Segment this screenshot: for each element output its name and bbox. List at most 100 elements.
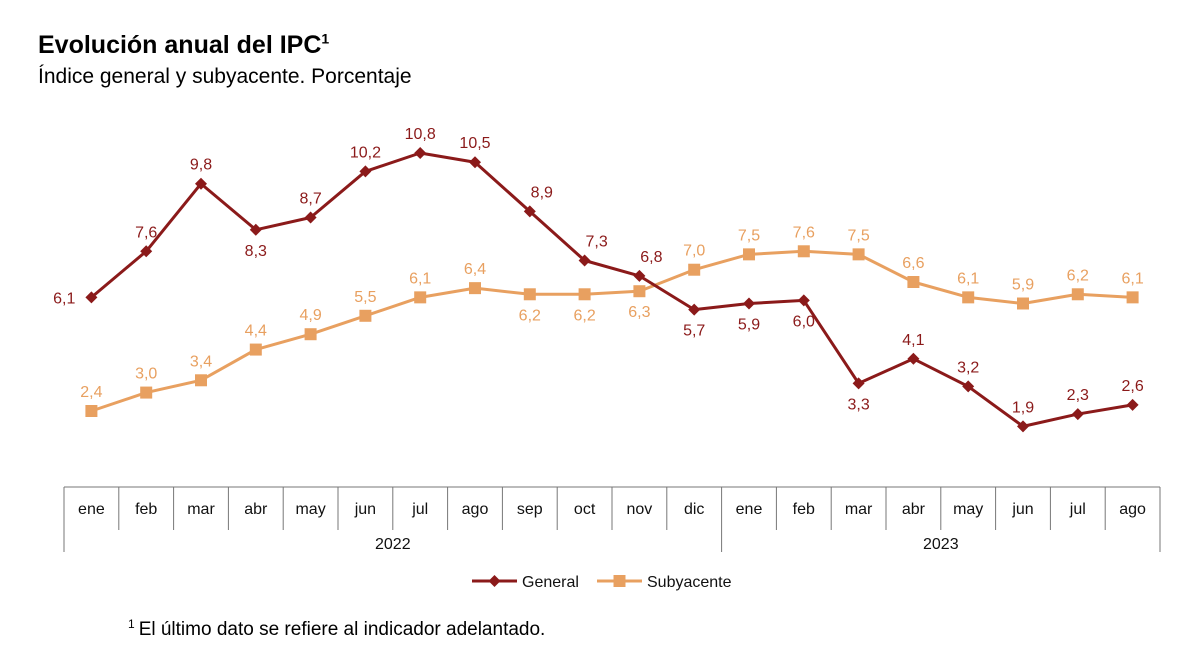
data-label-subyacente: 5,5	[354, 289, 376, 306]
x-tick-label: dic	[684, 501, 704, 518]
point-marker-general	[578, 254, 591, 267]
x-tick-label: may	[295, 501, 325, 518]
data-label-subyacente: 6,4	[464, 261, 486, 278]
point-marker-subyacente	[962, 291, 975, 304]
point-marker-general	[140, 245, 153, 258]
data-label-general: 2,6	[1121, 378, 1143, 395]
point-marker-subyacente	[249, 343, 262, 356]
point-marker-subyacente	[578, 288, 591, 301]
data-label-subyacente: 7,5	[847, 227, 869, 244]
data-label-general: 3,2	[957, 359, 979, 376]
data-label-subyacente: 6,1	[957, 270, 979, 287]
data-label-subyacente: 6,2	[1067, 267, 1089, 284]
legend-marker-general	[488, 575, 501, 587]
point-marker-subyacente	[140, 386, 153, 399]
chart-subtitle: Índice general y subyacente. Porcentaje	[38, 65, 412, 88]
x-tick-label: feb	[793, 501, 815, 518]
point-marker-subyacente	[359, 309, 372, 322]
x-tick-label: mar	[187, 501, 215, 518]
data-label-general: 8,7	[299, 191, 321, 208]
data-label-general: 3,3	[847, 396, 869, 413]
point-marker-general	[743, 297, 755, 310]
data-label-subyacente: 7,0	[683, 243, 705, 260]
x-tick-label: ago	[462, 501, 489, 518]
title-footnote-mark: 1	[321, 30, 330, 47]
line-chart: 2022 2023 ene feb mar abr may jun jul ago sep oct no…	[53, 126, 1161, 591]
point-marker-general	[414, 147, 427, 159]
data-label-subyacente: 3,0	[135, 366, 157, 383]
point-marker-general	[249, 223, 262, 236]
legend-label: Subyacente	[647, 574, 732, 591]
footnote-mark: 1	[128, 616, 135, 631]
point-marker-subyacente	[1017, 297, 1029, 310]
legend: General Subyacente	[472, 574, 732, 591]
data-label-subyacente: 6,2	[573, 307, 595, 324]
x-tick-label: jul	[411, 501, 428, 518]
point-marker-subyacente	[414, 291, 427, 304]
x-tick-label: ene	[78, 501, 105, 518]
point-marker-general	[195, 177, 207, 190]
point-marker-general	[688, 303, 701, 316]
point-marker-subyacente	[797, 245, 810, 258]
point-marker-general	[304, 211, 317, 224]
data-label-general: 6,8	[640, 249, 662, 266]
data-label-general: 5,7	[683, 323, 705, 340]
point-marker-subyacente	[852, 248, 865, 261]
data-labels: 6,1 7,6 9,8 8,3 8,7 10,2 10,8 10,5 8,9 7,3 6,8 5,7 5…	[53, 126, 1144, 416]
series-line-general	[90, 151, 1133, 428]
data-label-subyacente: 3,4	[190, 353, 212, 370]
point-marker-general	[907, 352, 920, 365]
x-tick-label: jul	[1069, 501, 1086, 518]
data-label-general: 9,8	[190, 157, 212, 174]
data-label-subyacente: 2,4	[80, 384, 102, 401]
data-label-subyacente: 6,1	[1121, 270, 1143, 287]
data-label-subyacente: 4,4	[245, 323, 267, 340]
x-tick-label: jun	[354, 501, 376, 518]
point-marker-general	[962, 380, 975, 393]
point-marker-subyacente	[1071, 288, 1084, 301]
data-label-general: 10,2	[350, 144, 381, 161]
data-label-general: 7,3	[585, 234, 607, 251]
series-lines	[90, 151, 1133, 428]
series-markers	[85, 147, 1139, 433]
x-tick-label: ago	[1119, 501, 1146, 518]
data-label-general: 5,9	[738, 317, 760, 334]
point-marker-subyacente	[195, 374, 207, 387]
point-marker-general	[633, 269, 646, 282]
legend-label: General	[522, 574, 579, 591]
point-marker-subyacente	[743, 248, 755, 261]
point-marker-subyacente	[633, 285, 646, 298]
x-tick-label: jun	[1011, 501, 1033, 518]
x-tick-label: abr	[244, 501, 268, 518]
data-label-general: 6,0	[793, 313, 815, 330]
category-axis-table: 2022 2023 ene feb mar abr may jun jul ago sep oct no…	[63, 486, 1161, 553]
data-label-subyacente: 6,1	[409, 270, 431, 287]
footnote: 1 El último dato se refiere al indicador …	[128, 618, 545, 642]
x-tick-label: ene	[736, 501, 763, 518]
series-line-subyacente	[90, 249, 1133, 413]
x-tick-label: may	[953, 501, 983, 518]
data-label-general: 2,3	[1067, 387, 1089, 404]
x-tick-label: sep	[517, 501, 543, 518]
data-label-subyacente: 7,5	[738, 227, 760, 244]
point-marker-subyacente	[304, 328, 317, 341]
point-marker-general	[797, 294, 810, 307]
point-marker-general	[469, 156, 481, 169]
point-marker-general	[1126, 398, 1139, 411]
year-group-label: 2023	[923, 536, 959, 553]
point-marker-subyacente	[688, 263, 701, 276]
point-marker-general	[85, 291, 98, 304]
point-marker-subyacente	[1126, 291, 1139, 304]
data-label-general: 10,8	[405, 126, 436, 143]
x-tick-label: oct	[574, 501, 596, 518]
data-label-general: 10,5	[459, 135, 490, 152]
data-label-subyacente: 7,6	[793, 224, 815, 241]
data-label-general: 6,1	[53, 290, 75, 307]
chart-title-text: Evolución anual del IPC	[38, 31, 322, 59]
data-label-subyacente: 5,9	[1012, 277, 1034, 294]
point-marker-general	[852, 377, 865, 390]
data-label-subyacente: 6,2	[519, 307, 541, 324]
data-label-general: 8,3	[245, 243, 267, 260]
point-marker-subyacente	[523, 288, 536, 301]
x-tick-label: feb	[135, 501, 157, 518]
